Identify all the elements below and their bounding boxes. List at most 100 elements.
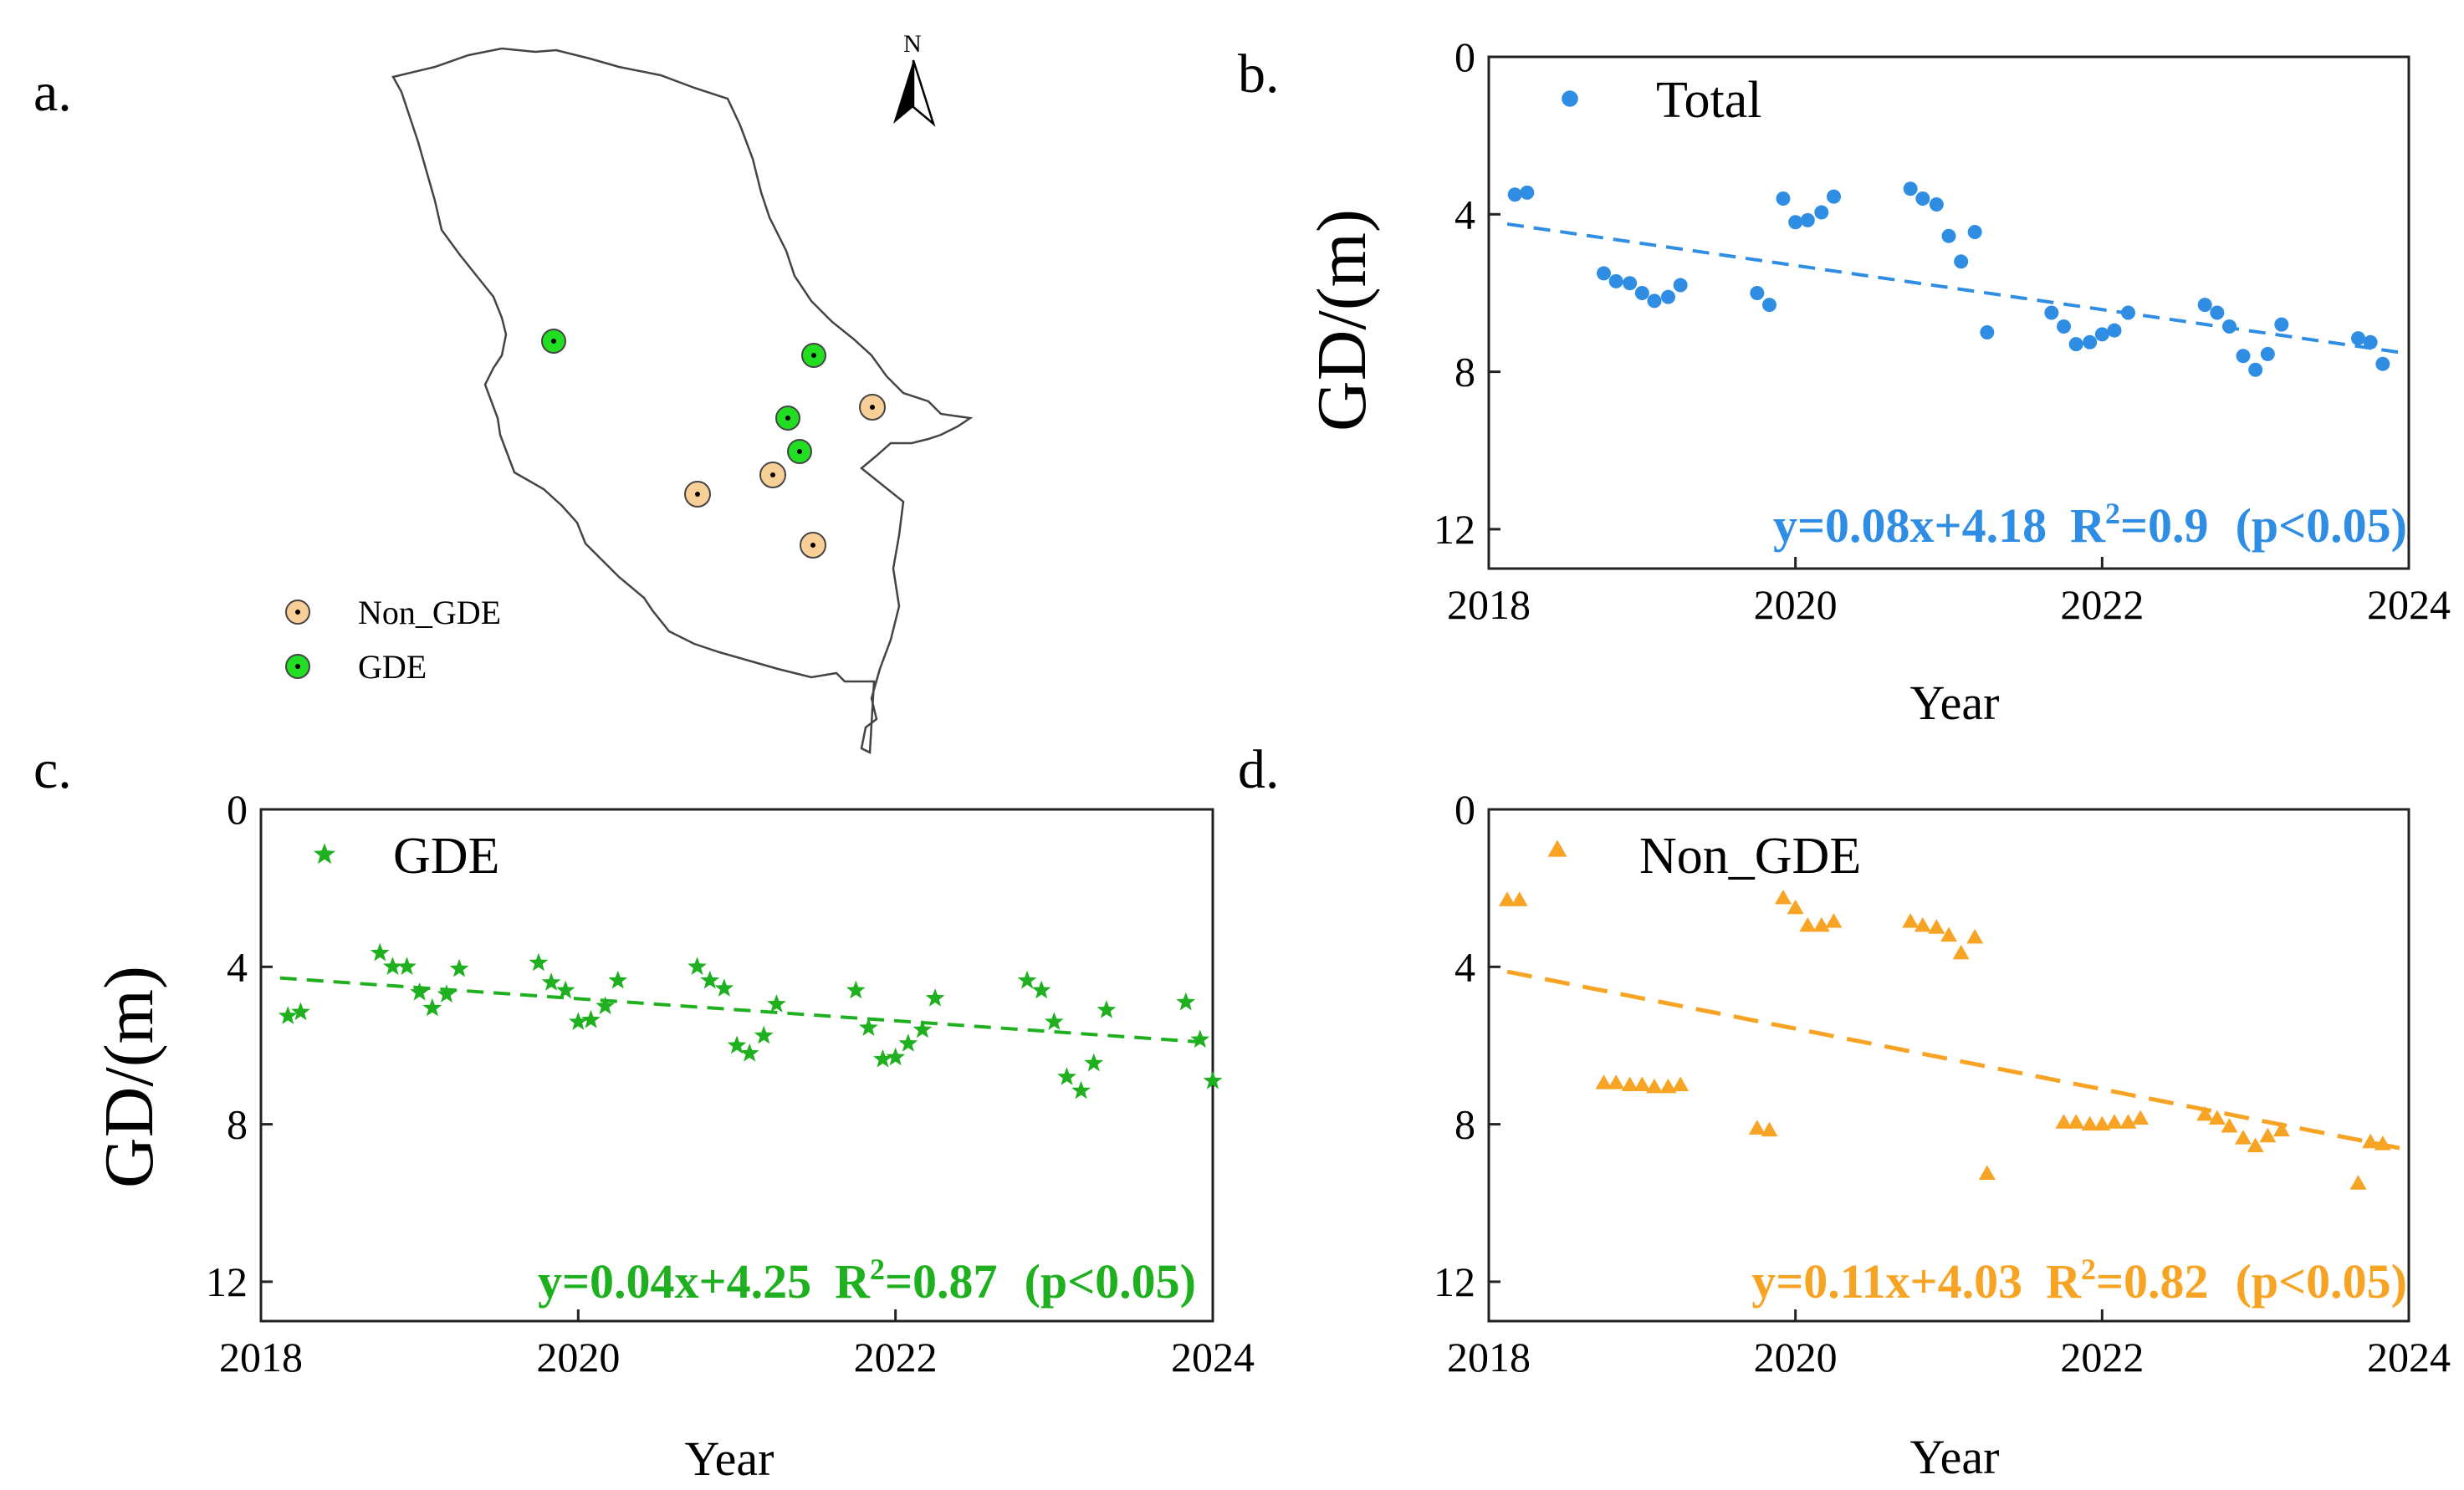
d-point-36 xyxy=(2272,1121,2290,1137)
d-point-0 xyxy=(1499,891,1516,906)
c-point-24 xyxy=(859,1018,878,1036)
b-eq-r: R xyxy=(2070,498,2106,553)
d-xtick-label-3: 2024 xyxy=(2367,1334,2451,1380)
b-point-29 xyxy=(2121,305,2135,320)
c-point-8 xyxy=(449,958,469,977)
d-point-37 xyxy=(2349,1175,2367,1190)
b-point-28 xyxy=(2107,323,2122,338)
b-point-7 xyxy=(1661,289,1675,304)
c-point-30 xyxy=(1017,970,1037,989)
d-ytick-label-0: 0 xyxy=(1454,786,1475,833)
c-point-15 xyxy=(608,970,628,989)
panel-label-c: c. xyxy=(33,739,72,800)
c-ytick-label-3: 12 xyxy=(206,1258,248,1305)
d-point-2 xyxy=(1595,1074,1613,1089)
panel-label-a: a. xyxy=(33,62,72,123)
c-point-13 xyxy=(581,1009,601,1028)
d-plot-frame xyxy=(1487,808,2410,1323)
b-equation: y=0.08x+4.18 R2=0.9 (p<0.05) xyxy=(1773,497,2407,553)
c-xtick-label-2: 2022 xyxy=(854,1334,938,1380)
b-xtick-label-2: 2022 xyxy=(2060,581,2144,628)
basin-outline xyxy=(391,47,974,754)
d-point-32 xyxy=(2221,1117,2238,1133)
map-site-non-gde-2 xyxy=(759,462,786,488)
c-point-5 xyxy=(410,982,430,1001)
d-ytick-label-3: 12 xyxy=(1434,1258,1475,1305)
c-point-22 xyxy=(767,994,786,1013)
b-point-9 xyxy=(1750,285,1765,300)
b-point-16 xyxy=(1903,181,1918,196)
b-point-35 xyxy=(2260,346,2275,361)
b-point-32 xyxy=(2222,319,2237,334)
c-xtick-label-1: 2020 xyxy=(536,1334,620,1380)
d-xtick-label-2: 2022 xyxy=(2060,1334,2144,1380)
d-point-27 xyxy=(2106,1114,2123,1129)
b-ytick-label-3: 12 xyxy=(1434,506,1475,553)
c-point-29 xyxy=(925,988,945,1007)
b-ytick-label-1: 4 xyxy=(1454,191,1475,237)
d-point-24 xyxy=(2068,1114,2085,1129)
b-point-23 xyxy=(2044,305,2059,320)
panel-b: b. GD/(m) Year 0 4 8 12 2018 2020 2022 2024 Tot… xyxy=(1238,33,2451,730)
b-point-11 xyxy=(1776,191,1791,206)
b-point-39 xyxy=(2375,356,2390,371)
d-point-17 xyxy=(1914,916,1931,932)
c-point-19 xyxy=(727,1035,747,1054)
north-letter: N xyxy=(903,30,922,58)
d-point-39 xyxy=(2374,1135,2391,1151)
d-point-11 xyxy=(1775,889,1792,905)
b-plot-frame xyxy=(1487,55,2410,570)
c-xlabel: Year xyxy=(685,1431,774,1486)
panel-c: c. GD/(m) Year 0 4 8 12 2018 2020 2022 2024 GDE… xyxy=(33,739,1255,1486)
d-point-7 xyxy=(1659,1078,1677,1094)
north-arrow-icon: N xyxy=(893,30,936,127)
d-point-33 xyxy=(2235,1130,2252,1145)
d-ytick-label-2: 8 xyxy=(1454,1101,1475,1148)
c-point-23 xyxy=(846,980,866,999)
b-point-3 xyxy=(1608,273,1623,288)
d-point-25 xyxy=(2081,1115,2098,1131)
c-xtick-label-0: 2018 xyxy=(219,1334,303,1380)
c-point-21 xyxy=(754,1025,774,1044)
d-point-16 xyxy=(1902,913,1920,928)
panel-a: a. N Non_GDE GDE xyxy=(33,30,974,754)
c-point-9 xyxy=(529,952,549,972)
b-point-6 xyxy=(1647,293,1662,309)
b-point-12 xyxy=(1788,215,1803,230)
c-point-10 xyxy=(541,972,561,991)
b-legend-label: Total xyxy=(1656,72,1762,129)
c-legend-marker xyxy=(313,843,336,865)
map-site-gde-3 xyxy=(775,406,800,431)
d-point-8 xyxy=(1672,1076,1690,1092)
d-xtick-label-0: 2018 xyxy=(1447,1334,1531,1380)
map-site-non-gde-1 xyxy=(859,394,886,421)
b-eq-r-sup: 2 xyxy=(2105,497,2120,530)
c-eq-r2: =0.87 xyxy=(885,1254,998,1309)
b-point-13 xyxy=(1800,212,1815,227)
map-site-gde-2 xyxy=(801,343,826,368)
c-plot-frame xyxy=(259,808,1214,1323)
c-ytick-label-1: 4 xyxy=(227,943,248,990)
c-point-2 xyxy=(370,942,390,962)
b-point-30 xyxy=(2197,298,2212,313)
c-point-11 xyxy=(555,980,575,999)
panel-d: d. Year 0 4 8 12 2018 2020 2022 2024 Non_GDE y=… xyxy=(1238,739,2451,1484)
b-ylabel: GD/(m) xyxy=(1303,209,1381,431)
c-point-25 xyxy=(873,1049,892,1068)
d-point-29 xyxy=(2132,1110,2150,1125)
d-point-13 xyxy=(1799,916,1817,932)
d-point-14 xyxy=(1812,916,1830,932)
c-point-6 xyxy=(422,998,442,1017)
c-equation: y=0.04x+4.25 R2=0.87 (p<0.05) xyxy=(538,1253,1196,1309)
b-point-34 xyxy=(2248,362,2263,377)
b-point-20 xyxy=(1954,254,1969,269)
c-point-26 xyxy=(886,1047,906,1066)
d-point-10 xyxy=(1761,1121,1778,1137)
c-point-31 xyxy=(1031,980,1051,999)
d-eq-r2: =0.82 xyxy=(2096,1254,2209,1309)
b-point-26 xyxy=(2083,334,2098,350)
c-xtick-label-3: 2024 xyxy=(1171,1334,1255,1380)
c-point-39 xyxy=(1203,1070,1223,1089)
d-ytick-label-1: 4 xyxy=(1454,943,1475,990)
